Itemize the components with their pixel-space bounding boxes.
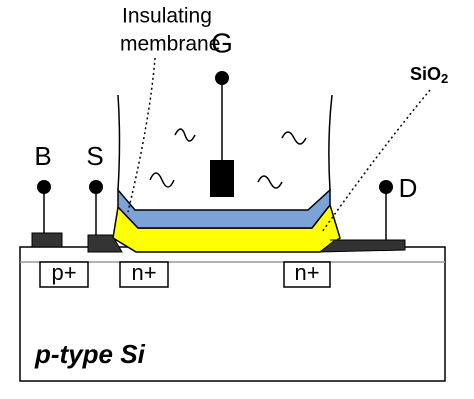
container-wall bbox=[328, 94, 333, 191]
p-plus-region bbox=[39, 261, 89, 288]
body-contact bbox=[31, 232, 63, 248]
membrane-label: membrane bbox=[120, 33, 220, 56]
electrolyte-ions bbox=[149, 128, 307, 189]
membrane-layer bbox=[117, 187, 331, 229]
region-label: n+ bbox=[294, 260, 319, 285]
source-contact bbox=[87, 234, 123, 253]
terminal-dot bbox=[37, 180, 51, 194]
n-plus-region bbox=[119, 261, 169, 288]
terminal-dot bbox=[89, 180, 103, 194]
membrane-label: Insulating bbox=[122, 5, 212, 28]
terminal-label: S bbox=[86, 141, 103, 171]
substrate-label: p-type Si bbox=[34, 339, 146, 369]
terminal-label: B bbox=[34, 141, 51, 171]
pointer-line bbox=[321, 89, 431, 233]
oxide-base: SiO bbox=[410, 64, 441, 84]
terminal-dot bbox=[379, 180, 393, 194]
drain-contact bbox=[318, 239, 406, 253]
container-wall bbox=[117, 94, 121, 191]
oxide-subscript: 2 bbox=[441, 71, 448, 86]
substrate bbox=[19, 246, 446, 382]
n-plus-region bbox=[283, 261, 331, 288]
terminal-label: D bbox=[399, 173, 418, 203]
oxide-label: SiO2 bbox=[410, 64, 448, 87]
gate-label: G bbox=[211, 27, 233, 58]
terminal-dot bbox=[215, 71, 229, 85]
region-label: p+ bbox=[51, 260, 76, 285]
region-label: n+ bbox=[131, 260, 156, 285]
reference-electrode bbox=[210, 160, 234, 197]
pointer-line bbox=[127, 57, 156, 213]
